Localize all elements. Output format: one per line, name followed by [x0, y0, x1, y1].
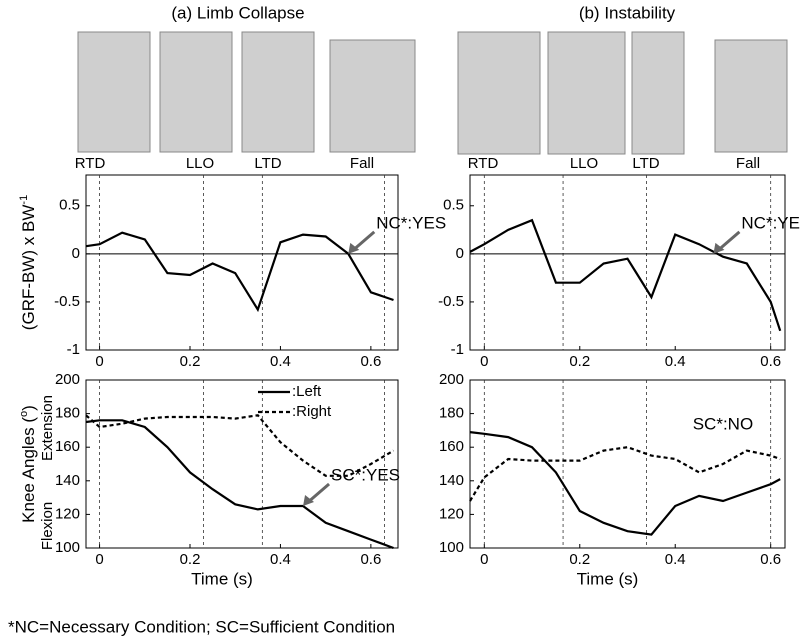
y-tick-label: 100	[55, 539, 80, 556]
series-line	[469, 431, 781, 536]
y-tick-label: -0.5	[54, 293, 80, 310]
event-label: Fall	[736, 155, 760, 172]
x-tick-label: 0	[95, 353, 103, 370]
y-axis-end-label: Extension	[39, 395, 56, 461]
photo	[329, 39, 416, 153]
y-axis-label-part: o	[18, 411, 30, 417]
y-tick-label: -1	[451, 341, 464, 358]
x-axis-label: Time (s)	[191, 569, 253, 588]
y-tick-label: 200	[55, 371, 80, 388]
y-tick-label: 0	[72, 245, 80, 262]
x-tick-label: 0	[480, 353, 488, 370]
x-tick-label: 0.6	[360, 551, 381, 568]
photo	[159, 31, 233, 153]
y-axis-label: (GRF-BW) x BW-1	[18, 195, 39, 330]
x-tick-label: 0	[480, 551, 488, 568]
plot-frame	[469, 174, 786, 351]
arrow-head	[713, 242, 725, 254]
plot-frame	[469, 379, 786, 549]
x-tick-label: 0.2	[180, 353, 201, 370]
y-tick-label: 180	[55, 405, 80, 422]
plot-frame	[85, 174, 399, 351]
event-label: RTD	[75, 155, 106, 172]
y-tick-label: 160	[439, 438, 464, 455]
annotation: SC*:YES	[331, 465, 400, 484]
y-tick-label: 120	[55, 505, 80, 522]
y-axis-label-part: (GRF-BW) x BW	[19, 205, 38, 331]
arrow-head	[303, 495, 315, 506]
y-axis-label-part: -1	[18, 195, 30, 205]
y-tick-label: 140	[439, 472, 464, 489]
x-tick-label: 0.6	[360, 353, 381, 370]
legend-label: :Left	[292, 383, 322, 400]
y-tick-label: 120	[439, 505, 464, 522]
arrow-head	[348, 242, 360, 254]
event-label: LLO	[186, 155, 214, 172]
annotation: SC*:NO	[693, 415, 753, 434]
photo	[77, 31, 151, 153]
y-axis-label-part: Knee Angles (	[19, 417, 38, 523]
series-line	[85, 419, 394, 550]
y-tick-label: 160	[55, 438, 80, 455]
y-tick-label: 140	[55, 472, 80, 489]
x-tick-label: 0.6	[760, 353, 781, 370]
y-tick-label: 0.5	[59, 197, 80, 214]
series-line	[469, 446, 781, 502]
x-tick-label: 0.2	[569, 551, 590, 568]
photo	[457, 31, 541, 155]
series-line	[469, 218, 782, 332]
series-line	[85, 231, 394, 313]
y-axis-end-label: Flexion	[39, 502, 56, 550]
panel-title: (a) Limb Collapse	[171, 3, 304, 22]
x-tick-label: 0	[95, 551, 103, 568]
x-tick-label: 0.6	[760, 551, 781, 568]
photos	[77, 31, 788, 155]
x-tick-label: 0.4	[665, 353, 686, 370]
legend-label: :Right	[292, 403, 332, 420]
x-tick-label: 0.4	[665, 551, 686, 568]
footnote: *NC=Necessary Condition; SC=Sufficient C…	[8, 617, 395, 636]
x-tick-label: 0.4	[270, 353, 291, 370]
y-tick-label: 200	[439, 371, 464, 388]
x-axis-label: Time (s)	[577, 569, 639, 588]
series-line	[85, 414, 395, 477]
event-label: LTD	[632, 155, 659, 172]
x-tick-label: 0.2	[180, 551, 201, 568]
x-tick-label: 0.4	[270, 551, 291, 568]
annotation: NC*:YES	[376, 213, 446, 232]
photo	[241, 31, 315, 153]
y-tick-label: 0.5	[443, 197, 464, 214]
x-tick-label: 0.2	[569, 353, 590, 370]
panel-title: (b) Instability	[579, 3, 676, 22]
y-tick-label: 0	[456, 245, 464, 262]
plot-frame	[85, 379, 399, 549]
photo	[714, 39, 788, 153]
y-tick-label: -0.5	[438, 293, 464, 310]
photo	[547, 31, 626, 155]
y-tick-label: 180	[439, 405, 464, 422]
y-axis-label: Knee Angles (o)	[18, 405, 39, 523]
y-tick-label: -1	[67, 341, 80, 358]
photo	[631, 31, 685, 155]
event-label: LLO	[570, 155, 598, 172]
y-axis-label-part: )	[19, 405, 38, 411]
annotation: NC*:YES	[741, 213, 800, 232]
event-label: Fall	[350, 155, 374, 172]
event-label: RTD	[468, 155, 499, 172]
y-tick-label: 100	[439, 539, 464, 556]
event-label: LTD	[254, 155, 281, 172]
